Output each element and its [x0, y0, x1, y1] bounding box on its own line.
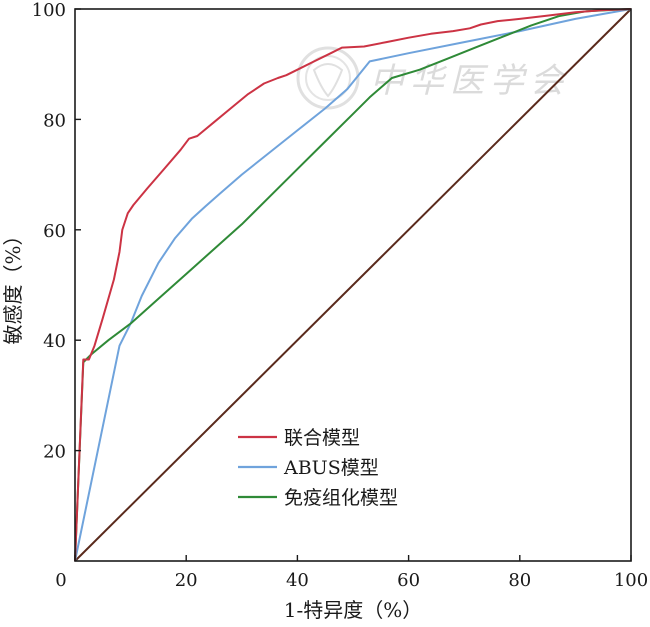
x-axis: 0 20 40 60 80 100: [55, 555, 648, 591]
series-line-2: [74, 8, 632, 562]
y-tick-label: 20: [43, 442, 66, 463]
x-tick-label: 100: [614, 570, 648, 591]
reference-diagonal-line: [74, 8, 632, 562]
x-tick-label: 0: [55, 570, 66, 591]
x-tick-label: 60: [397, 570, 420, 591]
y-axis-title: 敏感度（%）: [1, 225, 25, 344]
legend-label: 免疫组化模型: [284, 487, 398, 509]
y-tick-label: 60: [43, 221, 66, 242]
watermark: 中华医学会: [296, 46, 570, 110]
x-tick-label: 20: [175, 570, 198, 591]
series-line-0: [74, 8, 632, 562]
series-line-1: [74, 8, 632, 562]
x-tick-label: 40: [286, 570, 309, 591]
watermark-seal-icon: [296, 46, 360, 110]
y-tick-label: 80: [43, 110, 66, 131]
plot-frame: [74, 8, 632, 562]
x-axis-title: 1-特异度（%）: [284, 598, 423, 622]
x-tick-label: 80: [508, 570, 531, 591]
legend-label: 联合模型: [284, 427, 360, 449]
plot-area: [74, 8, 632, 562]
y-axis: 20 40 60 80 100: [32, 0, 81, 463]
y-tick-label: 40: [43, 331, 66, 352]
legend-label: ABUS模型: [283, 457, 379, 479]
y-tick-label: 100: [32, 0, 66, 21]
watermark-text: 中华医学会: [370, 61, 570, 101]
